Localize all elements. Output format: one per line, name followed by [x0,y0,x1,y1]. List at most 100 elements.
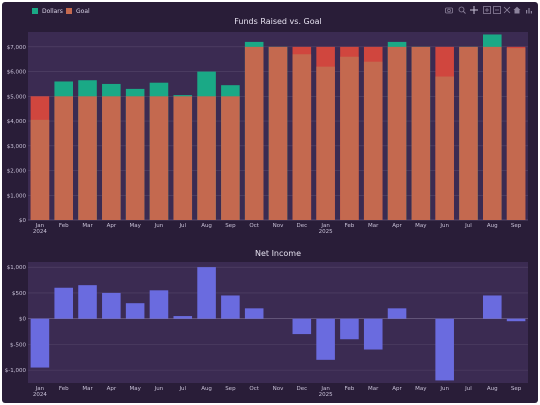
legend[interactable]: Dollars Goal [32,8,90,15]
bar-goal [173,96,193,220]
y-tick-label-funds: $2,000 [7,169,27,175]
bar-dollars [340,56,359,220]
y-tick-label-funds: $6,000 [7,70,27,76]
x-tick-label-net-income: Aug [201,386,212,392]
bar-net-income [363,318,383,350]
bar-net-income [435,318,454,381]
x-tick-label-funds: Jun [154,223,164,229]
bar-dollars [506,48,526,220]
x-tick-label-net-income: Apr [392,386,402,392]
x-tick-label-funds: Nov [273,223,284,229]
x-tick-label-net-income: Sep [511,386,522,392]
bar-goal [244,46,264,221]
x-year-label-net-income: 2024 [33,392,47,398]
chart-title-net-income: Net Income [255,249,301,258]
home-icon[interactable] [513,6,521,14]
bars-net-income [30,267,526,381]
bar-goal [387,46,407,221]
pan-icon[interactable] [470,6,478,14]
x-tick-label-net-income: Jul [178,386,186,392]
y-tick-label-funds: $3,000 [7,144,27,150]
bar-net-income [316,318,335,360]
bar-goal [459,46,478,221]
legend-swatch-dollars [32,8,38,14]
bar-dollars [435,76,454,221]
bar-goal [78,96,97,220]
x-tick-label-funds: Jan [35,223,45,229]
bar-goal [221,96,240,220]
y-tick-label-net-income: $-1,000 [5,368,27,374]
y-axis-net-income: $-1,000 $-500 $0 $500 $1,000 [5,265,27,374]
x-tick-label-net-income: May [415,386,427,392]
y-tick-label-net-income: $500 [12,291,26,297]
plotly-logo-icon[interactable] [526,8,532,14]
x-tick-label-net-income: Jan [35,386,45,392]
bar-net-income [173,316,193,319]
zoom-out-icon[interactable] [493,6,501,14]
x-tick-label-net-income: Dec [296,386,307,392]
bar-net-income [54,287,73,319]
legend-label-goal: Goal [76,8,90,15]
x-tick-label-funds: Jul [178,223,186,229]
bar-goal [483,46,502,221]
bar-goal [102,96,121,220]
bar-net-income [387,308,407,319]
x-year-label-funds: 2025 [319,229,333,235]
bar-goal [197,96,216,220]
bar-net-income [483,295,502,319]
bar-goal [54,96,73,220]
x-year-label-funds: 2024 [33,229,47,235]
zoom-in-icon[interactable] [483,6,491,14]
x-tick-label-funds: May [415,223,427,229]
bar-net-income [78,285,97,319]
bar-net-income [30,318,50,368]
x-tick-label-funds: Apr [107,223,117,229]
x-tick-label-net-income: Jan [320,386,330,392]
x-tick-label-net-income: Feb [59,386,69,392]
bar-net-income [244,308,264,319]
x-tick-label-funds: Sep [511,223,522,229]
bar-net-income [340,318,359,340]
x-tick-label-net-income: Sep [225,386,236,392]
bar-goal [125,96,145,220]
x-year-label-net-income: 2025 [319,392,333,398]
x-tick-label-net-income: Nov [273,386,284,392]
bar-net-income [292,318,312,335]
bar-dollars [292,54,312,221]
y-tick-label-funds: $4,000 [7,119,27,125]
x-tick-label-net-income: Feb [345,386,355,392]
bars-funds [30,34,526,221]
legend-label-dollars: Dollars [42,8,63,15]
x-tick-label-net-income: Aug [487,386,498,392]
bar-goal [149,96,169,220]
y-tick-label-net-income: $1,000 [7,265,27,271]
x-tick-label-funds: Feb [345,223,355,229]
modebar[interactable] [445,6,533,14]
x-tick-label-net-income: Oct [249,386,259,392]
x-tick-label-funds: Jun [439,223,449,229]
bar-dollars [30,119,50,220]
chart-title-funds: Funds Raised vs. Goal [234,17,322,26]
camera-icon[interactable] [445,7,453,14]
y-tick-label-funds: $5,000 [7,94,27,100]
autoscale-icon[interactable] [503,6,511,14]
bar-net-income [197,267,216,319]
y-tick-label-net-income: $-500 [10,342,26,348]
bar-dollars [363,61,383,221]
bar-net-income [221,295,240,319]
x-tick-label-net-income: Apr [107,386,117,392]
bar-dollars [316,66,335,220]
legend-swatch-goal [66,8,72,14]
x-tick-label-net-income: Jun [154,386,164,392]
x-tick-label-funds: Mar [368,223,379,229]
x-tick-label-funds: Dec [296,223,307,229]
bar-goal [411,46,431,221]
zoom-icon[interactable] [458,6,466,14]
x-tick-label-funds: Jan [320,223,330,229]
x-tick-label-net-income: May [129,386,141,392]
y-axis-funds: $0 $1,000 $2,000 $3,000 $4,000 $5,000 $6,000 $7… [7,45,27,224]
x-tick-label-funds: Sep [225,223,236,229]
